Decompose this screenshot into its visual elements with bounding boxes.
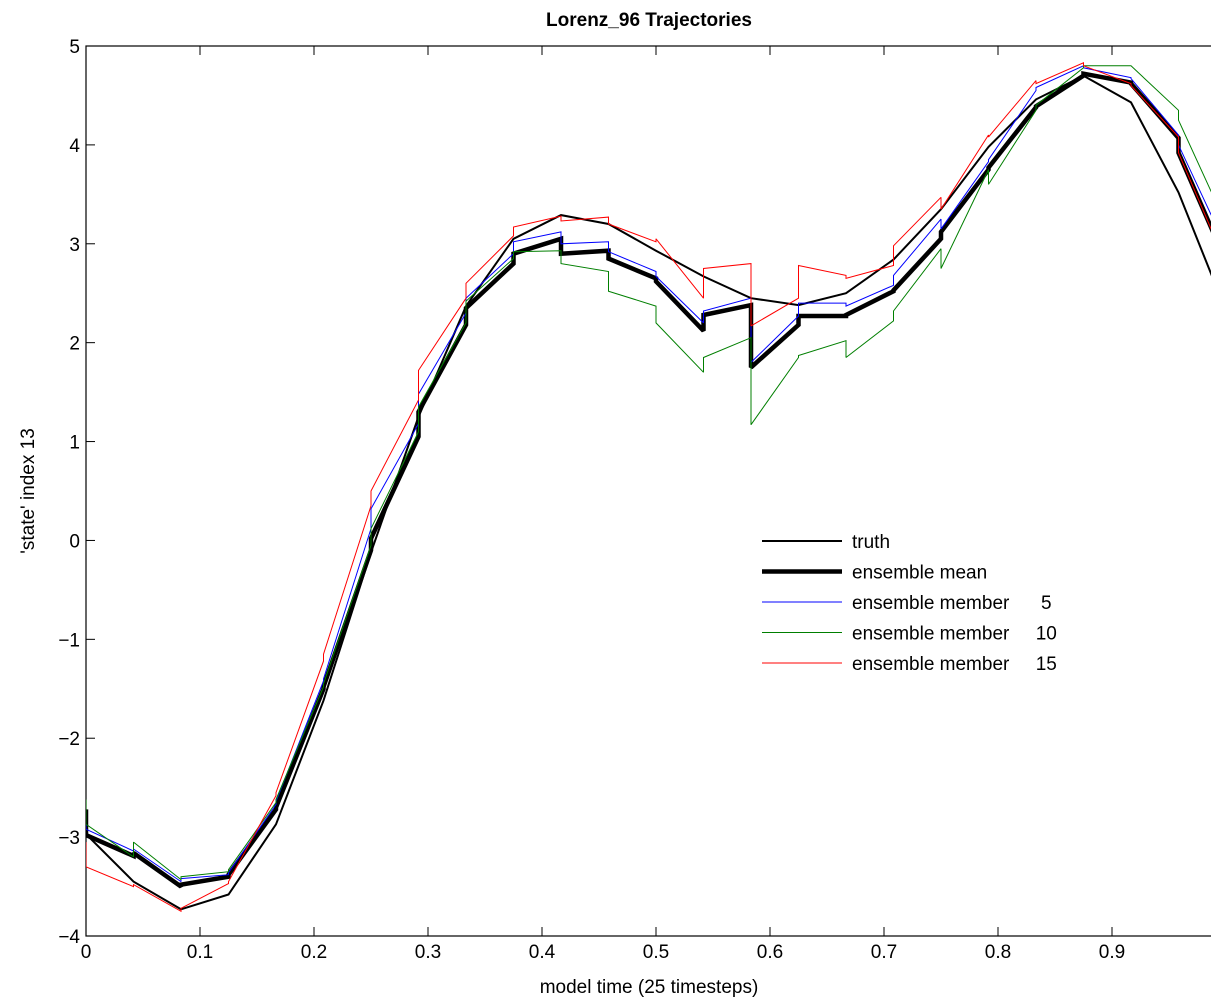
series-line-1 [86,70,1211,889]
x-tick-labels: 00.10.20.30.40.50.60.70.80.91 [81,942,1126,963]
x-tick-label: 0.5 [643,942,669,963]
x-tick-label: 0.7 [871,942,897,963]
series-line-4 [86,62,1211,913]
legend-label-2: ensemble member 5 [852,593,1052,614]
y-tick-label: −2 [58,729,80,750]
x-tick-label: 0 [81,942,92,963]
y-tick-labels: 5 4 3 2 1 0 −1 −2 −3 −4 [58,37,80,948]
x-tick-label: 0.6 [757,942,783,963]
series-line-3 [86,65,1211,880]
plot-box [85,45,1211,937]
legend: truth ensemble mean ensemble member 5 ensem… [762,532,1057,675]
chart-title: Lorenz_96 Trajectories [546,10,752,31]
legend-label-3: ensemble member 10 [852,624,1057,645]
x-tick-label: 0.3 [415,942,441,963]
x-tick-label: 0.8 [985,942,1011,963]
x-tick-label: 0.2 [301,942,327,963]
x-axis-label: model time (25 timesteps) [540,977,759,998]
tick-marks [85,45,1113,937]
series-lines [86,62,1211,913]
y-tick-label: 1 [69,433,80,454]
x-tick-label: 0.1 [187,942,213,963]
x-tick-label: 0.4 [529,942,556,963]
x-tick-label: 0.9 [1099,942,1125,963]
y-tick-label: −1 [58,630,80,651]
y-tick-label: 3 [69,235,80,256]
legend-label-4: ensemble member 15 [852,654,1057,675]
y-axis-label: 'state' index 13 [18,428,39,554]
y-tick-label: −4 [58,927,80,948]
y-tick-label: 5 [69,37,80,58]
series-line-2 [86,65,1211,883]
y-tick-label: −3 [58,828,80,849]
legend-label-1: ensemble mean [852,563,987,584]
series-line-0 [86,74,1211,911]
y-tick-label: 2 [69,334,80,355]
y-tick-label: 4 [69,136,80,157]
legend-label-0: truth [852,532,890,553]
y-tick-label: 0 [69,531,80,552]
axes-frame [85,45,1211,937]
